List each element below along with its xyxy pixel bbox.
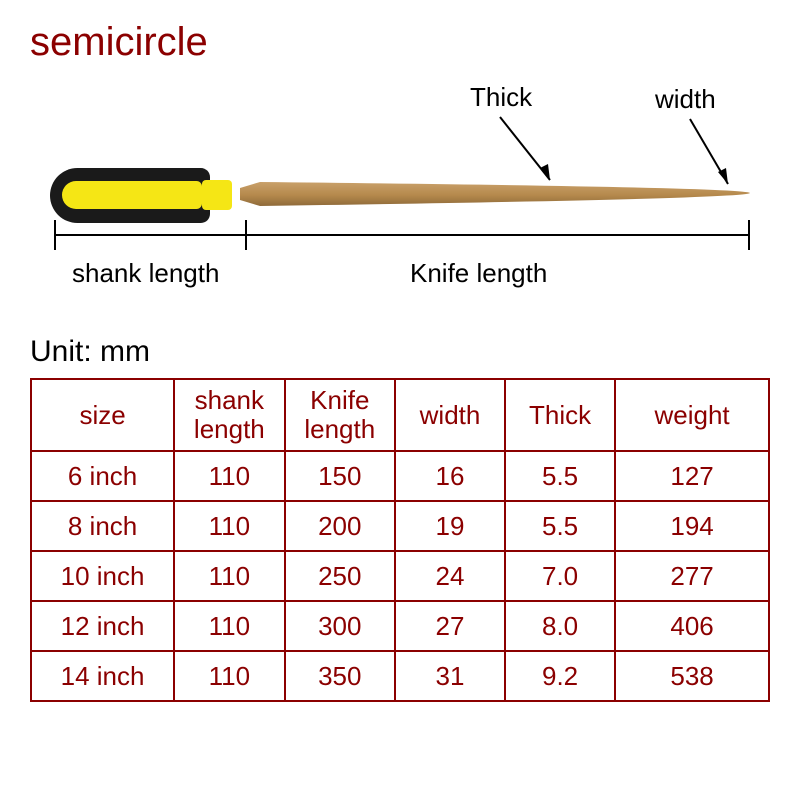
header-size: size — [31, 379, 174, 451]
cell-knife: 150 — [285, 451, 395, 501]
cell-size: 6 inch — [31, 451, 174, 501]
cell-knife: 350 — [285, 651, 395, 701]
unit-label: Unit: mm — [30, 335, 150, 369]
knife-length-label: Knife length — [410, 258, 547, 289]
cell-thick: 8.0 — [505, 601, 615, 651]
cell-weight: 127 — [615, 451, 769, 501]
table-header-row: size shanklength Knifelength width Thick… — [31, 379, 769, 451]
spec-table: size shanklength Knifelength width Thick… — [30, 378, 770, 702]
dim-line-shank — [55, 234, 246, 236]
cell-size: 14 inch — [31, 651, 174, 701]
width-label: width — [655, 84, 716, 115]
product-diagram: Thick width shank lengt — [30, 90, 770, 310]
cell-shank: 110 — [174, 601, 284, 651]
table-body: 6 inch110150165.51278 inch110200195.5194… — [31, 451, 769, 701]
cell-knife: 200 — [285, 501, 395, 551]
cell-width: 24 — [395, 551, 505, 601]
table-row: 8 inch110200195.5194 — [31, 501, 769, 551]
table-row: 6 inch110150165.5127 — [31, 451, 769, 501]
cell-weight: 538 — [615, 651, 769, 701]
header-knife: Knifelength — [285, 379, 395, 451]
cell-shank: 110 — [174, 551, 284, 601]
cell-thick: 5.5 — [505, 451, 615, 501]
cell-width: 19 — [395, 501, 505, 551]
cell-weight: 277 — [615, 551, 769, 601]
dim-line-knife — [246, 234, 749, 236]
shank-length-label: shank length — [72, 258, 219, 289]
page-title: semicircle — [30, 20, 208, 65]
cell-knife: 250 — [285, 551, 395, 601]
header-thick: Thick — [505, 379, 615, 451]
cell-shank: 110 — [174, 451, 284, 501]
thick-arrow — [490, 112, 570, 187]
tool-blade — [240, 182, 750, 208]
cell-size: 12 inch — [31, 601, 174, 651]
cell-width: 31 — [395, 651, 505, 701]
cell-shank: 110 — [174, 651, 284, 701]
table-row: 10 inch110250247.0277 — [31, 551, 769, 601]
cell-weight: 194 — [615, 501, 769, 551]
cell-weight: 406 — [615, 601, 769, 651]
cell-thick: 9.2 — [505, 651, 615, 701]
cell-size: 8 inch — [31, 501, 174, 551]
cell-thick: 7.0 — [505, 551, 615, 601]
tool-handle — [50, 165, 240, 225]
cell-knife: 300 — [285, 601, 395, 651]
cell-thick: 5.5 — [505, 501, 615, 551]
header-weight: weight — [615, 379, 769, 451]
thick-label: Thick — [470, 82, 532, 113]
cell-width: 27 — [395, 601, 505, 651]
cell-shank: 110 — [174, 501, 284, 551]
cell-width: 16 — [395, 451, 505, 501]
cell-size: 10 inch — [31, 551, 174, 601]
table-row: 12 inch110300278.0406 — [31, 601, 769, 651]
header-shank: shanklength — [174, 379, 284, 451]
table-row: 14 inch110350319.2538 — [31, 651, 769, 701]
header-width: width — [395, 379, 505, 451]
